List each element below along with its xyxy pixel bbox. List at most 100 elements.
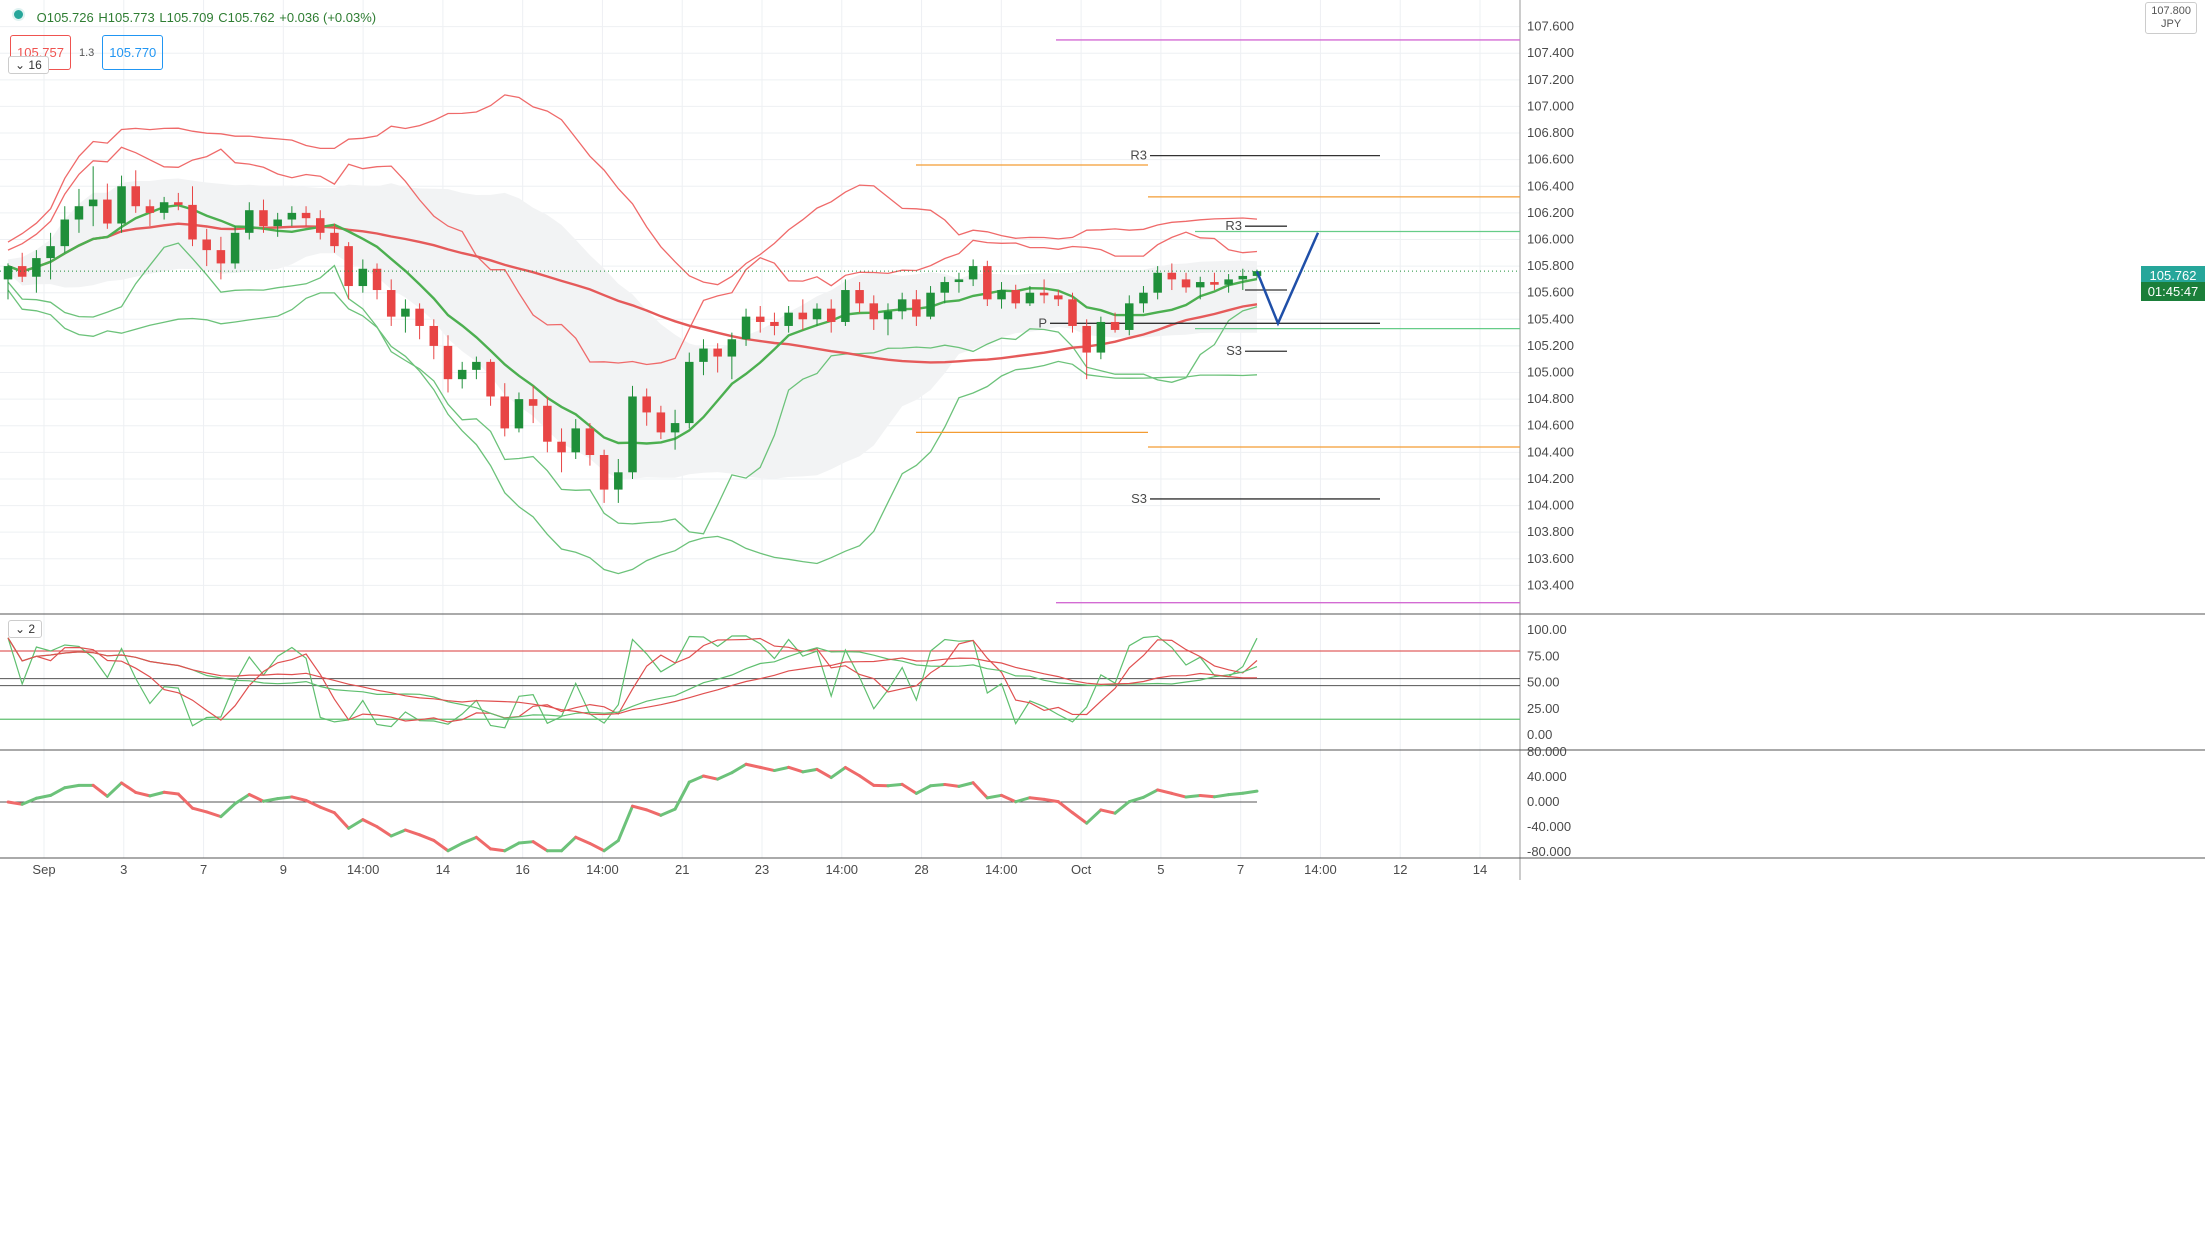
candle-body [855, 290, 864, 304]
candle-body [897, 299, 907, 312]
candle-body [954, 279, 964, 283]
candle-body [259, 210, 268, 227]
osc-segment [1170, 791, 1188, 799]
y-tick-label: 107.400 [1527, 45, 1574, 60]
candle-body [443, 345, 453, 380]
y-tick-label: 104.800 [1527, 391, 1574, 406]
candle-body [159, 202, 169, 213]
currency-top-price: 107.800 [2151, 5, 2191, 17]
chevron-down-icon: ⌄ [15, 58, 26, 72]
osc-segment [247, 792, 265, 803]
candle-body [784, 312, 793, 326]
y-tick-label: 105.600 [1527, 285, 1574, 300]
pivot-label: S3 [1226, 343, 1242, 358]
osc-segment [460, 835, 478, 845]
osc-segment [148, 790, 166, 798]
x-tick-label: 7 [200, 862, 207, 877]
y-tick-label: 104.600 [1527, 418, 1574, 433]
osc-segment [304, 798, 322, 809]
candle-body [1110, 321, 1120, 330]
osc-segment [20, 796, 38, 806]
osc-segment [162, 790, 180, 796]
osc-segment [843, 765, 862, 778]
bar-countdown: 01:45:47 [2141, 282, 2205, 301]
y-tick-label: 106.400 [1527, 178, 1574, 193]
pivot-label: S3 [1131, 491, 1147, 506]
candle-body [1195, 282, 1205, 288]
osc-segment [205, 810, 223, 819]
pivot-label: R3 [1225, 218, 1242, 233]
osc-segment [929, 782, 947, 788]
candle-body [1039, 292, 1049, 296]
candle-body [330, 232, 339, 247]
candle-body [273, 219, 282, 227]
osc-segment [574, 835, 592, 845]
candle-body [926, 292, 935, 317]
buy-button[interactable]: 105.770 [102, 35, 164, 70]
candle-body [386, 290, 396, 317]
candle-body [968, 266, 978, 280]
osc-tick-label: 40.000 [1527, 769, 1567, 784]
candle-body [315, 218, 325, 233]
osc-segment [815, 767, 833, 780]
osc-segment [914, 784, 933, 795]
osc-segment [6, 800, 24, 806]
osc-segment [489, 847, 507, 853]
candle-body [131, 186, 140, 207]
stoch-panel-toggle[interactable]: ⌄ 2 [8, 620, 43, 638]
x-tick-label: 14:00 [826, 862, 859, 877]
y-tick-label: 104.400 [1527, 444, 1574, 459]
osc-tick-label: 80.000 [1527, 744, 1567, 759]
osc-segment [1227, 791, 1245, 797]
osc-segment [91, 783, 109, 798]
candle-body [1224, 279, 1233, 285]
osc-segment [659, 807, 677, 817]
osc-segment [787, 765, 805, 774]
ohlc-low: L105.709 [159, 10, 214, 25]
osc-segment [886, 782, 904, 788]
osc-segment [474, 835, 493, 851]
ohlc-high: H105.773 [98, 10, 155, 25]
y-tick-label: 103.400 [1527, 577, 1574, 592]
candle-body [741, 316, 751, 340]
candle-body [1167, 272, 1177, 280]
main-panel-count: 16 [28, 58, 42, 72]
currency-badge[interactable]: 107.800 JPY [2145, 2, 2197, 34]
stoch-tick-label: 25.00 [1527, 701, 1560, 716]
osc-segment [687, 774, 705, 784]
main-panel-toggle[interactable]: ⌄ 16 [8, 56, 49, 74]
osc-segment [403, 828, 422, 837]
osc-segment [957, 781, 975, 788]
y-tick-label: 104.000 [1527, 498, 1574, 513]
osc-segment [1042, 797, 1060, 804]
candle-body [103, 199, 112, 224]
candle-body [88, 199, 98, 207]
candle-body [1025, 292, 1035, 304]
candle-body [727, 339, 737, 357]
candle-body [174, 202, 183, 205]
candle-body [415, 308, 424, 326]
x-tick-label: 14:00 [985, 862, 1018, 877]
osc-segment [34, 793, 53, 800]
osc-segment [276, 795, 294, 801]
candle-body [46, 246, 55, 259]
candle-body [1181, 279, 1191, 288]
osc-segment [560, 835, 578, 853]
candle-body [60, 219, 70, 247]
candle-body [798, 312, 808, 320]
candle-body [869, 303, 879, 320]
candle-body [1210, 282, 1219, 285]
osc-segment [105, 781, 124, 798]
candle-body [287, 212, 297, 220]
osc-segment [772, 765, 791, 773]
spread-value: 1.3 [79, 46, 95, 59]
stoch-d-line [7, 637, 1258, 723]
osc-segment [1056, 800, 1074, 815]
y-tick-label: 104.200 [1527, 471, 1574, 486]
osc-segment [233, 792, 251, 806]
candle-body [358, 268, 368, 287]
stoch-tick-label: 0.00 [1527, 727, 1552, 742]
candle-body [1153, 272, 1162, 293]
x-tick-label: 3 [120, 862, 127, 877]
